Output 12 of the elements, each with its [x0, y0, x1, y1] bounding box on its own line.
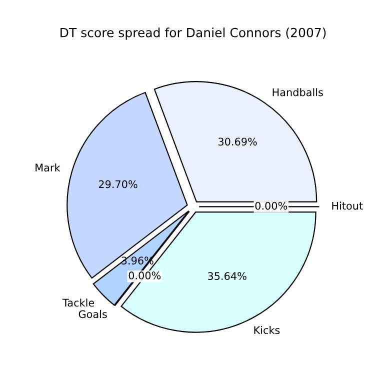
slice-label: Handballs — [272, 88, 323, 96]
chart-title: DT score spread for Daniel Connors (2007) — [60, 28, 326, 40]
slice-label: Kicks — [254, 326, 280, 334]
data-label: 30.69% — [218, 138, 257, 146]
slice-label: Tackle — [62, 298, 94, 307]
data-label: 35.64% — [208, 272, 246, 280]
category-label: Hitout — [332, 202, 363, 210]
text: 0.00% — [128, 272, 161, 280]
slice-label: Mark — [36, 163, 60, 172]
text: 0.00% — [255, 202, 288, 210]
data-label: 29.70% — [98, 180, 138, 188]
category-label: Goals — [78, 310, 107, 318]
